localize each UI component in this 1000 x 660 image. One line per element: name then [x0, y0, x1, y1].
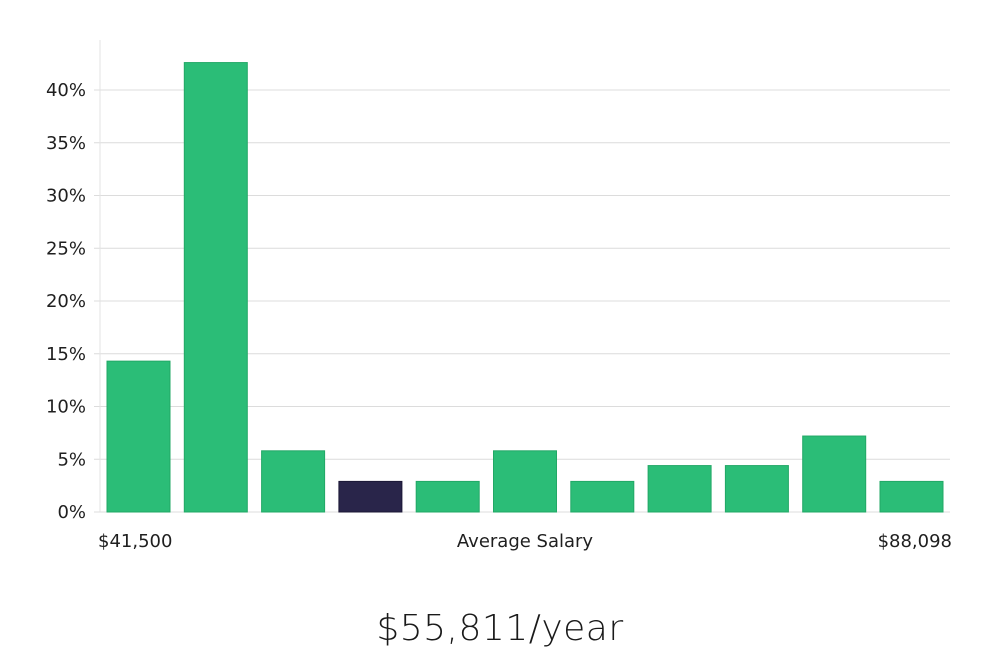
bar — [415, 480, 480, 513]
y-tick-label: 20% — [46, 291, 86, 312]
y-tick-label: 30% — [46, 186, 86, 207]
y-tick-label: 35% — [46, 133, 86, 154]
bar — [879, 480, 944, 513]
bar — [183, 62, 248, 513]
bar — [570, 480, 635, 513]
y-tick-label: 25% — [46, 238, 86, 259]
x-axis-title: Average Salary — [457, 531, 594, 552]
x-axis-min-label: $41,500 — [98, 531, 172, 552]
bar — [261, 450, 326, 513]
y-tick-label: 10% — [46, 397, 86, 418]
y-tick-label: 5% — [57, 449, 86, 470]
x-axis-max-label: $88,098 — [878, 531, 952, 552]
salary-histogram: 0% 5% 10% 15% 20% 25% 30% 35% 40% $41,500 Averag… — [46, 40, 952, 552]
bar — [724, 465, 789, 513]
bar — [493, 450, 557, 513]
y-tick-label: 0% — [57, 502, 86, 523]
bar — [106, 360, 171, 513]
y-axis-ticks: 0% 5% 10% 15% 20% 25% 30% 35% 40% — [46, 80, 86, 523]
y-tick-label: 15% — [46, 344, 86, 365]
bar — [647, 465, 712, 513]
average-salary: $55,811/year — [376, 608, 624, 649]
y-tick-label: 40% — [46, 80, 86, 101]
bar-highlighted — [338, 480, 403, 513]
bar — [802, 435, 867, 513]
bars — [106, 62, 944, 513]
